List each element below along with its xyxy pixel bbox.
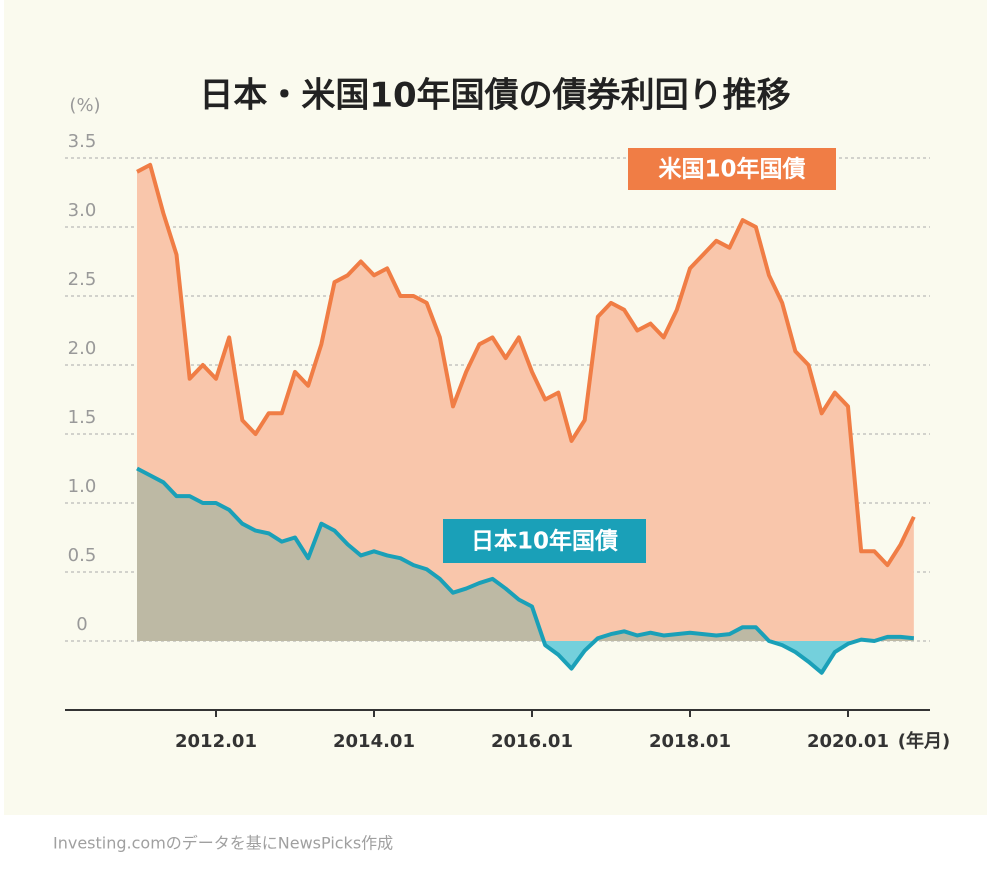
legend-box [628, 148, 836, 190]
y-tick-label: 0 [76, 614, 87, 635]
x-tick-label: 2018.01 [649, 731, 731, 752]
y-axis-label: (%) [69, 95, 100, 116]
y-tick-label: 3.0 [68, 200, 97, 221]
area [137, 164, 914, 641]
x-tick-label: 2020.01 [807, 731, 889, 752]
legend-box [443, 519, 646, 563]
x-tick-label: 2016.01 [491, 731, 573, 752]
x-axis-label: (年月) [898, 730, 950, 752]
y-tick-label: 0.5 [68, 545, 97, 566]
area-negative [137, 641, 914, 673]
y-tick-label: 1.5 [68, 407, 97, 428]
y-tick-label: 3.5 [68, 131, 97, 152]
y-tick-label: 2.5 [68, 269, 97, 290]
y-tick-label: 1.0 [68, 476, 97, 497]
x-tick-label: 2012.01 [175, 731, 257, 752]
x-tick-label: 2014.01 [333, 731, 415, 752]
y-tick-label: 2.0 [68, 338, 97, 359]
line [136, 162, 916, 568]
chart-title: 日本・米国10年国債の債券利回り推移 [199, 76, 790, 116]
legend-label: 日本10年国債 [471, 528, 618, 555]
area [137, 468, 914, 641]
source-note: Investing.comのデータを基にNewsPicks作成 [53, 834, 393, 853]
legend-label: 米国10年国債 [658, 156, 805, 183]
line [136, 466, 915, 675]
